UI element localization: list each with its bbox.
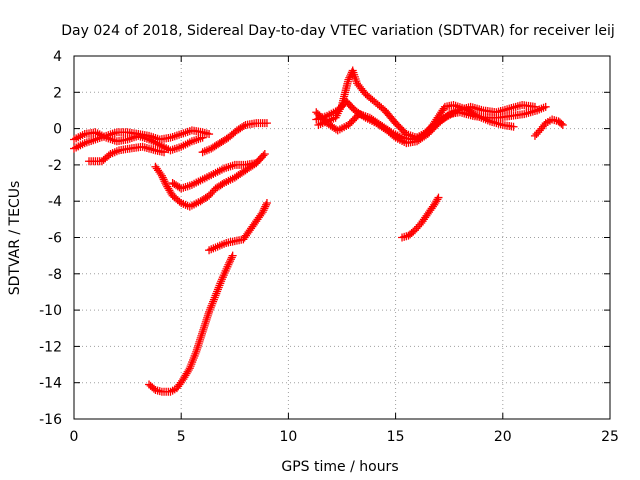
y-axis: -16 -14 -12 -10 -8 -6 -4 -2 0 2 4 <box>39 49 610 428</box>
data-markers <box>70 66 567 396</box>
x-tick-label: 5 <box>177 429 186 445</box>
y-tick-label: 4 <box>53 49 62 65</box>
data-point <box>225 258 234 267</box>
y-tick-label: -2 <box>48 158 62 174</box>
data-point <box>262 199 271 208</box>
grid <box>74 56 610 419</box>
data-point <box>471 110 480 119</box>
data-point <box>227 253 236 262</box>
data-point <box>224 260 233 269</box>
series-trace-7 <box>205 199 271 255</box>
series-trace-2 <box>70 128 207 155</box>
y-tick-label: -10 <box>39 303 62 319</box>
data-point <box>262 200 271 209</box>
data-point <box>226 257 235 266</box>
y-tick-label: 2 <box>53 85 62 101</box>
data-point <box>160 148 169 157</box>
y-axis-label: SDTVAR / TECUs <box>7 181 23 296</box>
data-point <box>262 119 271 128</box>
x-tick-label: 10 <box>279 429 297 445</box>
data-point <box>509 122 518 131</box>
x-axis: 0 5 10 15 20 25 <box>70 56 619 445</box>
series-trace-13 <box>398 193 443 242</box>
data-point <box>557 119 566 128</box>
data-point <box>158 173 167 182</box>
y-tick-label: -4 <box>48 194 62 210</box>
series-trace-6 <box>198 119 271 157</box>
y-tick-label: -14 <box>39 376 62 392</box>
data-point <box>261 202 270 211</box>
data-point <box>260 150 269 159</box>
x-axis-label: GPS time / hours <box>281 459 398 475</box>
series-trace-3 <box>85 142 169 166</box>
data-point <box>558 120 567 129</box>
data-point <box>345 73 354 82</box>
data-point <box>157 171 166 180</box>
x-tick-label: 25 <box>601 429 619 445</box>
data-point <box>530 102 539 111</box>
y-tick-label: -16 <box>39 412 62 428</box>
series-trace-12 <box>530 115 567 140</box>
data-point <box>226 255 235 264</box>
x-tick-label: 20 <box>494 429 512 445</box>
data-point <box>352 77 361 86</box>
data-point <box>451 107 460 116</box>
x-tick-label: 15 <box>387 429 405 445</box>
data-point <box>252 159 261 168</box>
x-tick-label: 0 <box>70 429 79 445</box>
data-point <box>198 133 207 142</box>
series-trace-11 <box>312 101 539 144</box>
data-point <box>541 102 550 111</box>
data-point <box>161 179 170 188</box>
data-point <box>228 251 237 260</box>
y-tick-label: -6 <box>48 231 62 247</box>
data-point <box>258 208 267 217</box>
data-point <box>149 384 158 393</box>
data-point <box>184 365 193 374</box>
data-point <box>239 122 248 131</box>
data-point <box>159 175 168 184</box>
data-point <box>160 177 169 186</box>
data-point <box>260 204 269 213</box>
chart-title: Day 024 of 2018, Sidereal Day-to-day VTE… <box>61 23 615 39</box>
y-tick-label: 0 <box>53 122 62 138</box>
data-point <box>205 130 214 139</box>
data-point <box>434 193 443 202</box>
series-trace-4 <box>151 150 269 211</box>
y-tick-label: -8 <box>48 267 62 283</box>
data-point <box>344 75 353 84</box>
data-point <box>259 151 268 160</box>
data-point <box>433 195 442 204</box>
data-point <box>259 206 268 215</box>
series-trace-5 <box>168 159 261 193</box>
series-trace-8 <box>145 251 237 396</box>
y-tick-label: -12 <box>39 339 62 355</box>
